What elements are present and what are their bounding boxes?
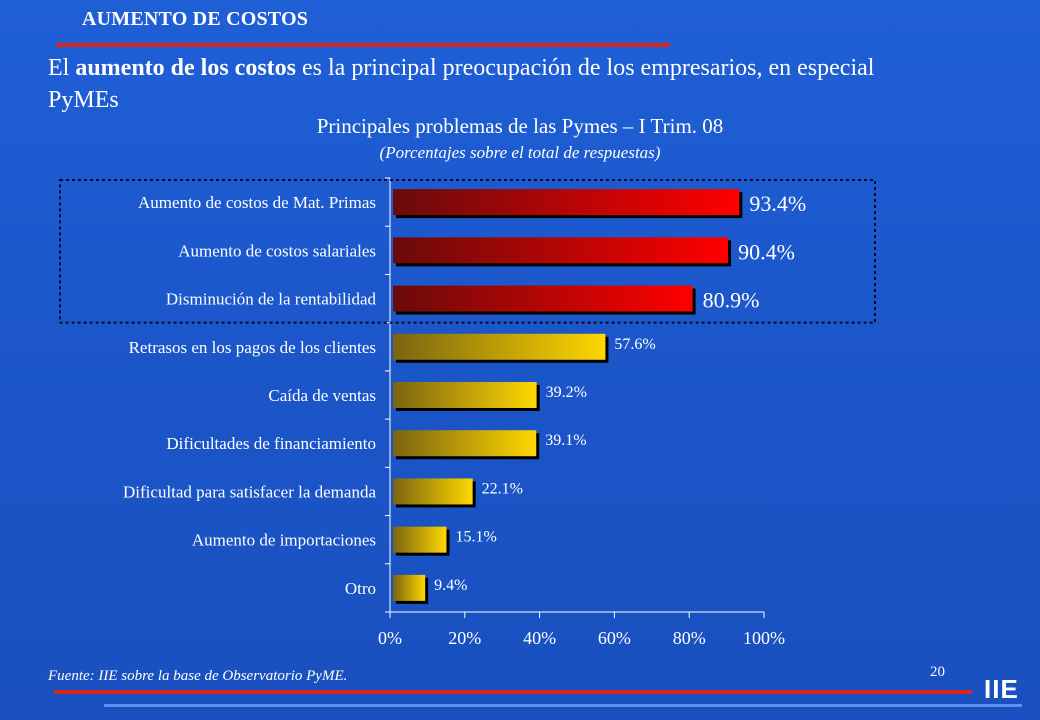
value-label: 39.2% — [546, 384, 587, 401]
footer-line-red — [54, 690, 972, 694]
headline-bold: aumento de los costos — [75, 55, 296, 81]
section-title: AUMENTO DE COSTOS — [82, 8, 309, 30]
title-underline — [56, 43, 670, 47]
x-tick-label: 80% — [673, 628, 706, 648]
iie-logo: IIE — [984, 674, 1019, 704]
highlight-box — [59, 179, 876, 324]
bar — [393, 574, 426, 601]
x-tick-label: 0% — [378, 628, 402, 648]
category-label: Disminución de la rentabilidad — [166, 290, 377, 309]
value-label: 57.6% — [614, 336, 655, 353]
value-label: 39.1% — [545, 432, 586, 449]
bar — [393, 382, 537, 408]
footer-line-blue — [104, 704, 1022, 707]
bar — [393, 478, 473, 505]
value-label: 90.4% — [738, 239, 795, 264]
bar — [393, 526, 447, 553]
category-label: Aumento de importaciones — [192, 531, 376, 550]
value-label: 15.1% — [455, 529, 496, 546]
bar — [393, 189, 740, 216]
bar — [393, 285, 693, 312]
x-tick-label: 20% — [448, 628, 481, 648]
category-label: Dificultad para satisfacer la demanda — [123, 482, 376, 501]
value-label: 93.4% — [749, 191, 806, 216]
bar — [393, 430, 537, 457]
value-label: 80.9% — [703, 288, 760, 313]
category-label: Dificultades de financiamiento — [166, 434, 376, 453]
page-number: 20 — [930, 664, 945, 680]
x-tick-label: 100% — [743, 628, 785, 648]
category-label: Caída de ventas — [268, 386, 376, 405]
category-label: Retrasos en los pagos de los clientes — [129, 338, 376, 357]
x-tick-label: 60% — [598, 628, 631, 648]
category-label: Otro — [345, 579, 376, 598]
source-note: Fuente: IIE sobre la base de Observatori… — [48, 668, 348, 684]
bar — [393, 237, 729, 264]
chart-title: Principales problemas de las Pymes – I T… — [316, 114, 724, 138]
x-tick-label: 40% — [523, 628, 556, 648]
category-label: Aumento de costos salariales — [178, 241, 376, 260]
bar — [393, 333, 606, 360]
value-label: 9.4% — [434, 577, 467, 594]
chart-subtitle: (Porcentajes sobre el total de respuesta… — [379, 143, 661, 162]
headline-pre: El — [48, 55, 76, 81]
headline-post: es la principal preocupación de los empr… — [48, 55, 875, 113]
headline: El aumento de los costos es la principal… — [48, 52, 928, 116]
value-label: 22.1% — [482, 480, 523, 497]
category-label: Aumento de costos de Mat. Primas — [138, 193, 376, 212]
